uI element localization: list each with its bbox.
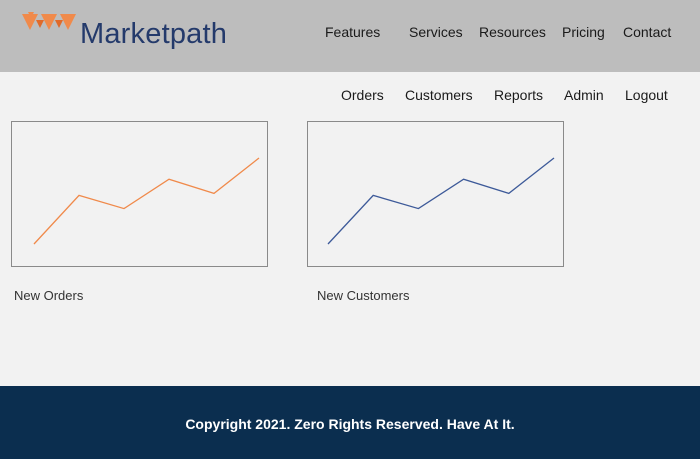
new-orders-chart-svg <box>33 157 260 245</box>
series-line <box>33 157 260 245</box>
subnav-customers[interactable]: Customers <box>405 87 473 103</box>
nav-features[interactable]: Features <box>325 24 381 40</box>
subnav-reports[interactable]: Reports <box>494 87 544 103</box>
series-line <box>327 157 555 245</box>
subnav-logout[interactable]: Logout <box>625 87 668 103</box>
logo-mark-icon <box>22 12 76 30</box>
new-customers-caption: New Customers <box>317 288 410 303</box>
site-footer: Copyright 2021. Zero Rights Reserved. Ha… <box>0 386 700 459</box>
main-nav: Features Services Resources Pricing Cont… <box>0 24 700 44</box>
new-orders-chart <box>11 121 268 267</box>
subnav-orders[interactable]: Orders <box>341 87 384 103</box>
copyright-text: Copyright 2021. Zero Rights Reserved. Ha… <box>185 416 515 432</box>
sub-nav: Orders Customers Reports Admin Logout <box>0 87 700 107</box>
new-customers-chart-svg <box>327 157 555 245</box>
nav-resources[interactable]: Resources <box>479 24 546 40</box>
new-customers-chart <box>307 121 564 267</box>
brand-name: Marketpath <box>80 18 228 50</box>
nav-services[interactable]: Services <box>409 24 463 40</box>
subnav-admin[interactable]: Admin <box>564 87 604 103</box>
nav-pricing[interactable]: Pricing <box>562 24 605 40</box>
new-orders-caption: New Orders <box>14 288 84 303</box>
nav-contact[interactable]: Contact <box>623 24 672 40</box>
site-header: Marketpath Features Services Resources P… <box>0 0 700 72</box>
